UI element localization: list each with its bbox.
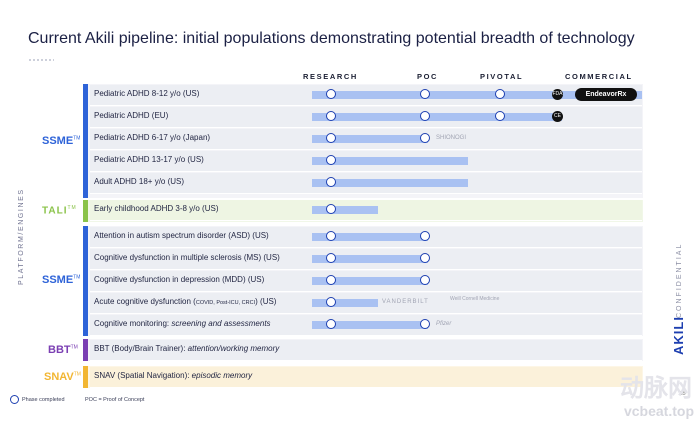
phase-commercial: COMMERCIAL — [565, 72, 633, 81]
row-label: Early childhood ADHD 3-8 y/o (US) — [94, 204, 219, 213]
ssme-top-bar — [83, 84, 88, 198]
snav-label: SNAVTM — [44, 371, 81, 383]
phase-dot — [326, 111, 336, 121]
phase-dot — [495, 89, 505, 99]
phase-poc: POC — [417, 72, 439, 81]
progress-bar — [312, 157, 468, 165]
legend-phase-completed: Phase completed — [22, 397, 65, 403]
progress-bar — [312, 91, 642, 99]
phase-dot — [326, 253, 336, 263]
row-label: Pediatric ADHD 8-12 y/o (US) — [94, 89, 200, 98]
phase-dot — [326, 297, 336, 307]
page-title: Current Akili pipeline: initial populati… — [28, 30, 635, 47]
phase-pivotal: PIVOTAL — [480, 72, 524, 81]
vanderbilt-logo: VANDERBILT — [382, 299, 429, 305]
pfizer-logo: Pfizer — [436, 321, 452, 327]
ssme-bottom-label: SSMETM — [42, 274, 81, 286]
row-label: Cognitive dysfunction in multiple sclero… — [94, 253, 280, 262]
progress-bar — [312, 299, 378, 307]
bbt-label: BBTTM — [48, 344, 78, 356]
phase-dot — [420, 253, 430, 263]
row-label: Cognitive dysfunction in depression (MDD… — [94, 275, 265, 284]
progress-bar — [312, 255, 428, 263]
pipeline-row: BBT (Body/Brain Trainer): attention/work… — [90, 340, 642, 361]
phase-dot — [326, 275, 336, 285]
ssme-top-label: SSMETM — [42, 135, 81, 147]
phase-dot — [420, 319, 430, 329]
watermark-url: vcbeat.top — [623, 403, 694, 419]
row-label: Acute cognitive dysfunction (COVID, Post… — [94, 297, 277, 306]
row-label: BBT (Body/Brain Trainer): attention/work… — [94, 344, 280, 353]
pipeline-row: Adult ADHD 18+ y/o (US) — [90, 173, 642, 194]
phase-dot — [420, 231, 430, 241]
pipeline-row: Cognitive dysfunction in multiple sclero… — [90, 249, 642, 270]
row-label: Attention in autism spectrum disorder (A… — [94, 231, 269, 240]
pipeline-row: Early childhood ADHD 3-8 y/o (US) — [90, 200, 642, 221]
shionogi-logo: SHIONOGI — [436, 135, 467, 141]
pipeline-row: Pediatric ADHD (EU) CE — [90, 107, 642, 128]
progress-bar — [312, 277, 428, 285]
confidential-label: CONFIDENTIAL — [676, 242, 683, 318]
ssme-bottom-bar — [83, 226, 88, 336]
ce-badge: CE — [552, 111, 563, 122]
phase-dot — [326, 89, 336, 99]
row-label: Pediatric ADHD (EU) — [94, 111, 169, 120]
tali-label: TALITM — [42, 205, 77, 217]
phase-dot — [326, 133, 336, 143]
endeavorrx-logo: EndeavorRx — [575, 88, 637, 101]
phase-dot — [420, 111, 430, 121]
progress-bar — [312, 206, 378, 214]
pipeline-row: Pediatric ADHD 8-12 y/o (US) FDA Endeavo… — [90, 85, 642, 106]
pipeline-row: SNAV (Spatial Navigation): episodic memo… — [90, 367, 642, 388]
weill-cornell-logo: Weill Cornell Medicine — [450, 296, 500, 302]
progress-bar — [312, 113, 562, 121]
phase-dot — [326, 155, 336, 165]
phase-dot — [326, 319, 336, 329]
fda-badge: FDA — [552, 89, 563, 100]
phase-dot — [420, 89, 430, 99]
pipeline-row: Pediatric ADHD 13-17 y/o (US) — [90, 151, 642, 172]
phase-dot — [326, 231, 336, 241]
bbt-bar — [83, 339, 88, 361]
row-label: Adult ADHD 18+ y/o (US) — [94, 177, 185, 186]
page-number: 35 — [680, 391, 686, 397]
pipeline-row: Cognitive monitoring: screening and asse… — [90, 315, 642, 336]
progress-bar — [312, 135, 428, 143]
pipeline-row: Cognitive dysfunction in depression (MDD… — [90, 271, 642, 292]
pipeline-row: Pediatric ADHD 6-17 y/o (Japan) SHIONOGI — [90, 129, 642, 150]
row-label: Cognitive monitoring: screening and asse… — [94, 319, 271, 328]
tali-bar — [83, 200, 88, 222]
row-label: SNAV (Spatial Navigation): episodic memo… — [94, 371, 253, 380]
side-label: PLATFORM/ENGINES — [18, 188, 25, 285]
phase-dot — [326, 204, 336, 214]
legend-poc: POC = Proof of Concept — [85, 397, 145, 403]
snav-bar — [83, 366, 88, 388]
row-label: Pediatric ADHD 6-17 y/o (Japan) — [94, 133, 211, 142]
phase-dot — [326, 177, 336, 187]
pipeline-row: Acute cognitive dysfunction (COVID, Post… — [90, 293, 642, 314]
row-label: Pediatric ADHD 13-17 y/o (US) — [94, 155, 204, 164]
title-dots — [28, 58, 54, 62]
phase-research: RESEARCH — [303, 72, 358, 81]
legend-dot-icon — [10, 395, 19, 404]
progress-bar — [312, 233, 428, 241]
akili-logo: AKILI — [671, 316, 686, 355]
progress-bar — [312, 321, 428, 329]
pipeline-row: Attention in autism spectrum disorder (A… — [90, 227, 642, 248]
phase-dot — [420, 275, 430, 285]
phase-dot — [495, 111, 505, 121]
phase-dot — [420, 133, 430, 143]
watermark-cn: 动脉网 — [620, 375, 692, 402]
progress-bar — [312, 179, 468, 187]
